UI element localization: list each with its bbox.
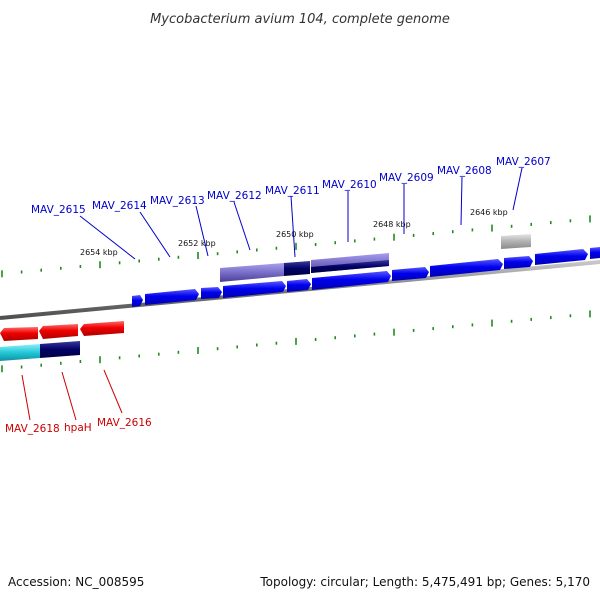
- kbp-label-2654: 2654 kbp: [80, 248, 118, 257]
- gene-arrow-fwd-11[interactable]: [590, 247, 600, 259]
- upper-scale-ticks: [1, 215, 591, 278]
- accession-text: Accession: NC_008595: [8, 575, 144, 589]
- gene-label-mav-2618[interactable]: MAV_2618: [5, 423, 60, 435]
- kbp-label-2650: 2650 kbp: [276, 230, 314, 239]
- gene-block-navy[interactable]: [40, 341, 80, 358]
- gene-block-cyan[interactable]: [0, 344, 40, 361]
- gene-arrow-fwd-3[interactable]: [201, 287, 222, 299]
- gene-arrow-rev-1[interactable]: [0, 327, 38, 341]
- gene-arrow-rev-3[interactable]: [80, 321, 124, 336]
- kbp-label-2646: 2646 kbp: [470, 208, 508, 217]
- gene-label-mav-2609[interactable]: MAV_2609: [379, 172, 434, 184]
- gene-label-mav-2616[interactable]: MAV_2616: [97, 417, 152, 429]
- gene-arrow-fwd-1[interactable]: [132, 295, 143, 307]
- gene-arrow-rev-2[interactable]: [39, 324, 78, 339]
- domain-track: [220, 234, 531, 282]
- bottom-leader-lines: [21, 369, 123, 421]
- gene-arrow-fwd-9[interactable]: [504, 256, 533, 269]
- kbp-label-2652: 2652 kbp: [178, 239, 216, 248]
- kbp-label-2648: 2648 kbp: [373, 220, 411, 229]
- gene-label-mav-2607[interactable]: MAV_2607: [496, 156, 551, 168]
- lower-scale-ticks: [1, 310, 591, 373]
- gene-arrow-fwd-2[interactable]: [145, 289, 199, 305]
- gene-arrow-fwd-7[interactable]: [392, 267, 429, 281]
- reverse-strand-genes: [0, 321, 124, 361]
- gene-arrow-fwd-4[interactable]: [223, 281, 286, 298]
- gene-label-mav-2608[interactable]: MAV_2608: [437, 165, 492, 177]
- domain-block-dark-2[interactable]: [311, 260, 389, 273]
- gene-arrow-fwd-10[interactable]: [535, 249, 588, 265]
- genome-title: Mycobacterium avium 104, complete genome: [150, 12, 450, 27]
- forward-strand-genes: [132, 247, 600, 307]
- gene-label-mav-2615[interactable]: MAV_2615: [31, 204, 86, 216]
- gene-arrow-fwd-6[interactable]: [312, 271, 391, 290]
- gene-label-mav-2614[interactable]: MAV_2614: [92, 200, 147, 212]
- gene-label-mav-2610[interactable]: MAV_2610: [322, 179, 377, 191]
- top-leader-lines: [79, 167, 523, 260]
- gene-label-mav-2613[interactable]: MAV_2613: [150, 195, 205, 207]
- gene-arrow-fwd-8[interactable]: [430, 259, 503, 277]
- gene-label-hpah[interactable]: hpaH: [64, 422, 92, 434]
- genome-summary-text: Topology: circular; Length: 5,475,491 bp…: [259, 575, 590, 589]
- domain-block-light-1[interactable]: [220, 263, 284, 282]
- domain-block-dark-1[interactable]: [284, 261, 310, 276]
- gene-label-mav-2611[interactable]: MAV_2611: [265, 185, 320, 197]
- gene-block-grey[interactable]: [501, 234, 531, 249]
- gene-label-mav-2612[interactable]: MAV_2612: [207, 190, 262, 202]
- gene-arrow-fwd-5[interactable]: [287, 279, 311, 292]
